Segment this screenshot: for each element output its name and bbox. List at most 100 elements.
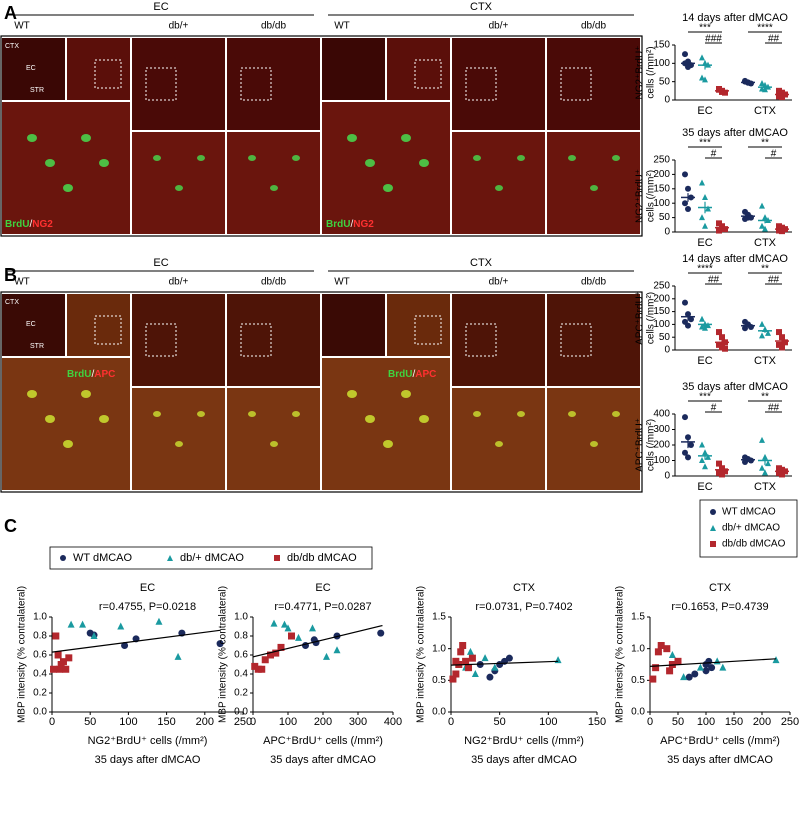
point [663, 645, 671, 653]
y-tick-label: 200 [653, 440, 670, 451]
y-tick-label: 0.2 [33, 688, 47, 699]
sig-label: ## [768, 403, 780, 414]
cell [473, 155, 481, 161]
stain-part: / [412, 369, 415, 380]
panel-label: B [4, 265, 17, 285]
point [682, 200, 688, 207]
y-tick-label: 0 [664, 95, 670, 106]
genotype-label: db/db [261, 277, 286, 288]
micrograph [547, 38, 640, 130]
y-tick-label: 0.0 [234, 707, 248, 718]
point [722, 345, 728, 352]
cell [590, 185, 598, 191]
micrograph [322, 358, 450, 490]
cell [197, 155, 205, 161]
point [688, 316, 694, 323]
y-tick-label: 300 [653, 424, 670, 435]
y-axis-label: cells (/mm²) [646, 46, 657, 98]
cell [81, 390, 91, 398]
point [682, 171, 688, 178]
point [491, 663, 499, 671]
y-axis-label: APC⁺BrdU⁺ [635, 291, 646, 345]
micrograph [2, 102, 130, 234]
micrograph [227, 132, 320, 234]
inset-label: STR [30, 343, 44, 350]
genotype-label: db/db [581, 21, 606, 32]
y-tick-label: 0.6 [234, 650, 248, 661]
point [685, 185, 691, 192]
cell [81, 134, 91, 142]
cell [347, 134, 357, 142]
point [685, 673, 693, 681]
region-header: EC [153, 1, 168, 13]
point [699, 441, 705, 448]
cell [517, 411, 525, 417]
cell [473, 411, 481, 417]
point [652, 664, 660, 672]
y-tick-label: 0.0 [33, 707, 47, 718]
inset-label: CTX [5, 299, 19, 306]
point [486, 673, 494, 681]
cell [99, 159, 109, 167]
panel-label: C [4, 516, 17, 536]
cell [270, 441, 278, 447]
point [762, 86, 768, 93]
micrograph [452, 388, 545, 490]
x-tick-label: EC [697, 481, 712, 493]
micrograph [132, 294, 225, 386]
micrograph [2, 358, 130, 490]
y-tick-label: 400 [653, 409, 670, 420]
micrograph [132, 38, 225, 130]
x-tick-label: 0 [448, 716, 454, 728]
point [699, 179, 705, 186]
point [79, 620, 87, 628]
point [117, 622, 125, 630]
micrograph [132, 132, 225, 234]
micrograph [132, 388, 225, 490]
roi-box [465, 323, 497, 357]
point [782, 339, 788, 346]
point [649, 675, 657, 683]
cell [495, 441, 503, 447]
sig-label: ## [768, 275, 780, 286]
point [59, 658, 67, 666]
point [258, 665, 266, 673]
y-tick-label: 150 [653, 183, 670, 194]
point [699, 74, 705, 81]
sig-label: # [771, 149, 777, 160]
sig-label: # [711, 403, 717, 414]
cell [63, 440, 73, 448]
chart-title: 35 days after dMCAO [682, 127, 788, 139]
micrograph [227, 388, 320, 490]
inset-label: EC [26, 65, 36, 72]
point [52, 632, 60, 640]
point [779, 471, 785, 478]
point [277, 643, 285, 651]
x-axis-subtitle: 35 days after dMCAO [471, 754, 577, 766]
point [702, 667, 710, 675]
x-tick-label: 400 [384, 716, 402, 728]
x-axis-label: APC⁺BrdU⁺ cells (/mm²) [660, 735, 780, 747]
y-axis-label: MBP intensity (% contralateral) [17, 586, 28, 723]
stain-part: APC [415, 369, 436, 380]
x-axis-label: NG2⁺BrdU⁺ cells (/mm²) [88, 735, 208, 747]
cell [175, 185, 183, 191]
point [62, 665, 70, 673]
y-tick-label: 0 [664, 227, 670, 238]
x-tick-label: 100 [539, 716, 557, 728]
y-tick-label: 100 [653, 319, 670, 330]
micrograph [387, 38, 450, 100]
y-axis-label: APC⁺BrdU⁺ [635, 418, 646, 472]
sig-label: ** [761, 138, 769, 149]
point [496, 661, 504, 668]
chart-title: 14 days after dMCAO [682, 253, 788, 265]
chart-title: 35 days after dMCAO [682, 381, 788, 393]
roi-box [94, 59, 122, 89]
point [261, 656, 269, 664]
legend-label: db/+ dMCAO [722, 523, 780, 534]
stats-label: r=0.4755, P=0.0218 [99, 601, 196, 613]
cell [419, 159, 429, 167]
sig-label: # [711, 149, 717, 160]
cell [27, 390, 37, 398]
